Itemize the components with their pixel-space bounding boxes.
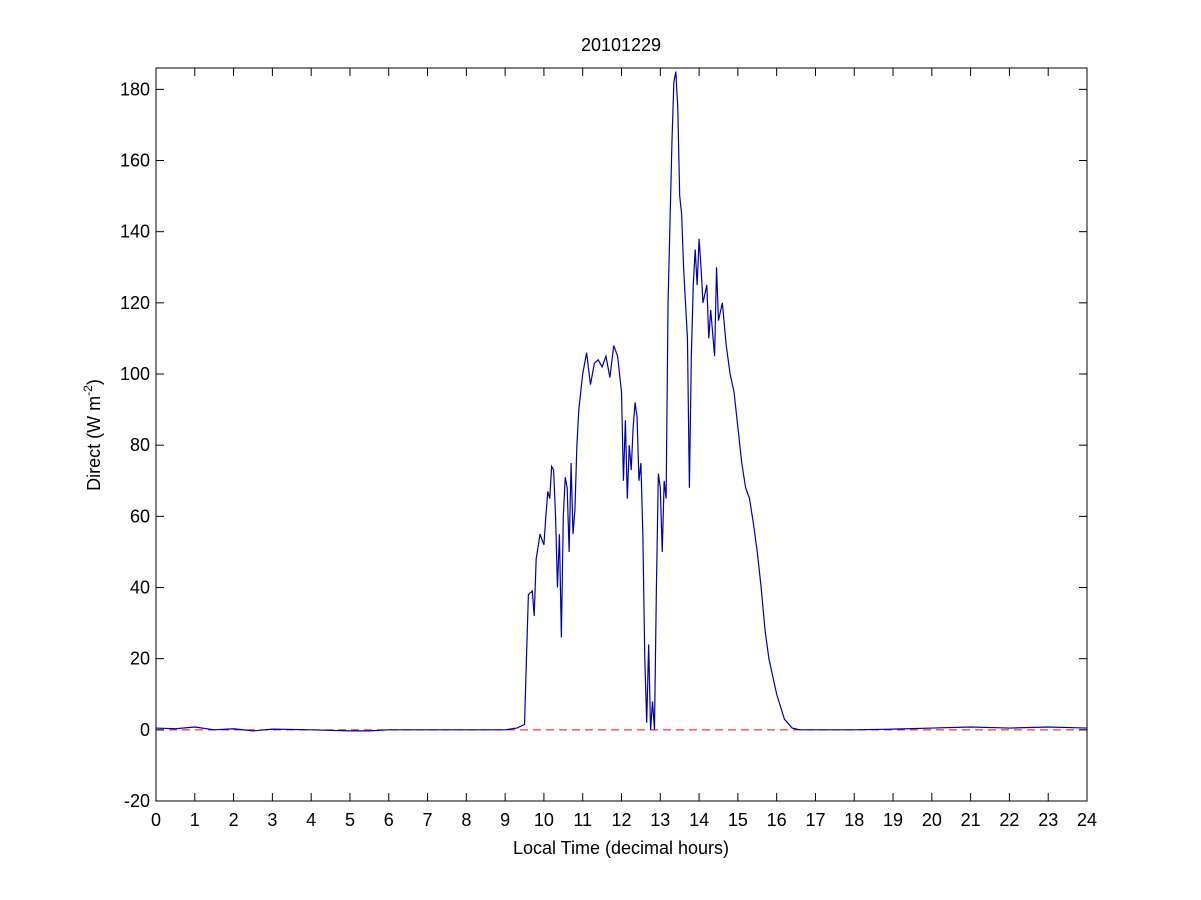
y-tick-label: 60	[130, 506, 150, 526]
y-tick-label: 140	[120, 222, 150, 242]
x-tick-label: 23	[1038, 810, 1058, 830]
chart-title: 20101229	[581, 35, 661, 55]
y-tick-label: 180	[120, 79, 150, 99]
y-tick-label: 40	[130, 578, 150, 598]
y-tick-label: 20	[130, 649, 150, 669]
y-tick-label: 100	[120, 364, 150, 384]
x-tick-label: 6	[384, 810, 394, 830]
x-tick-label: 21	[961, 810, 981, 830]
x-tick-label: 0	[151, 810, 161, 830]
x-tick-label: 18	[844, 810, 864, 830]
x-tick-label: 16	[767, 810, 787, 830]
x-tick-label: 13	[650, 810, 670, 830]
x-tick-label: 10	[534, 810, 554, 830]
x-tick-label: 22	[999, 810, 1019, 830]
y-axis-label-text: )	[84, 379, 104, 385]
y-tick-label: 160	[120, 151, 150, 171]
y-axis-label-text: Direct (W m	[84, 396, 104, 491]
x-tick-label: 2	[229, 810, 239, 830]
x-tick-label: 7	[423, 810, 433, 830]
x-tick-label: 9	[500, 810, 510, 830]
x-tick-label: 3	[267, 810, 277, 830]
y-axis-label: Direct (W m-2)	[81, 379, 104, 491]
data-line	[155, 71, 1088, 732]
x-tick-label: 24	[1077, 810, 1097, 830]
x-tick-label: 15	[728, 810, 748, 830]
x-tick-label: 8	[461, 810, 471, 830]
x-tick-label: 14	[689, 810, 709, 830]
x-tick-label: 17	[805, 810, 825, 830]
x-tick-label: 5	[345, 810, 355, 830]
y-tick-label: 120	[120, 293, 150, 313]
x-tick-label: 1	[190, 810, 200, 830]
x-tick-label: 4	[306, 810, 316, 830]
x-axis-label: Local Time (decimal hours)	[513, 838, 729, 858]
y-axis-label-superscript: -2	[81, 385, 95, 396]
x-tick-label: 20	[922, 810, 942, 830]
x-tick-label: 11	[573, 810, 592, 830]
y-tick-label: -20	[124, 791, 150, 811]
x-tick-label: 19	[883, 810, 903, 830]
x-tick-label: 12	[611, 810, 631, 830]
y-tick-label: 80	[130, 435, 150, 455]
y-tick-label: 0	[140, 720, 150, 740]
